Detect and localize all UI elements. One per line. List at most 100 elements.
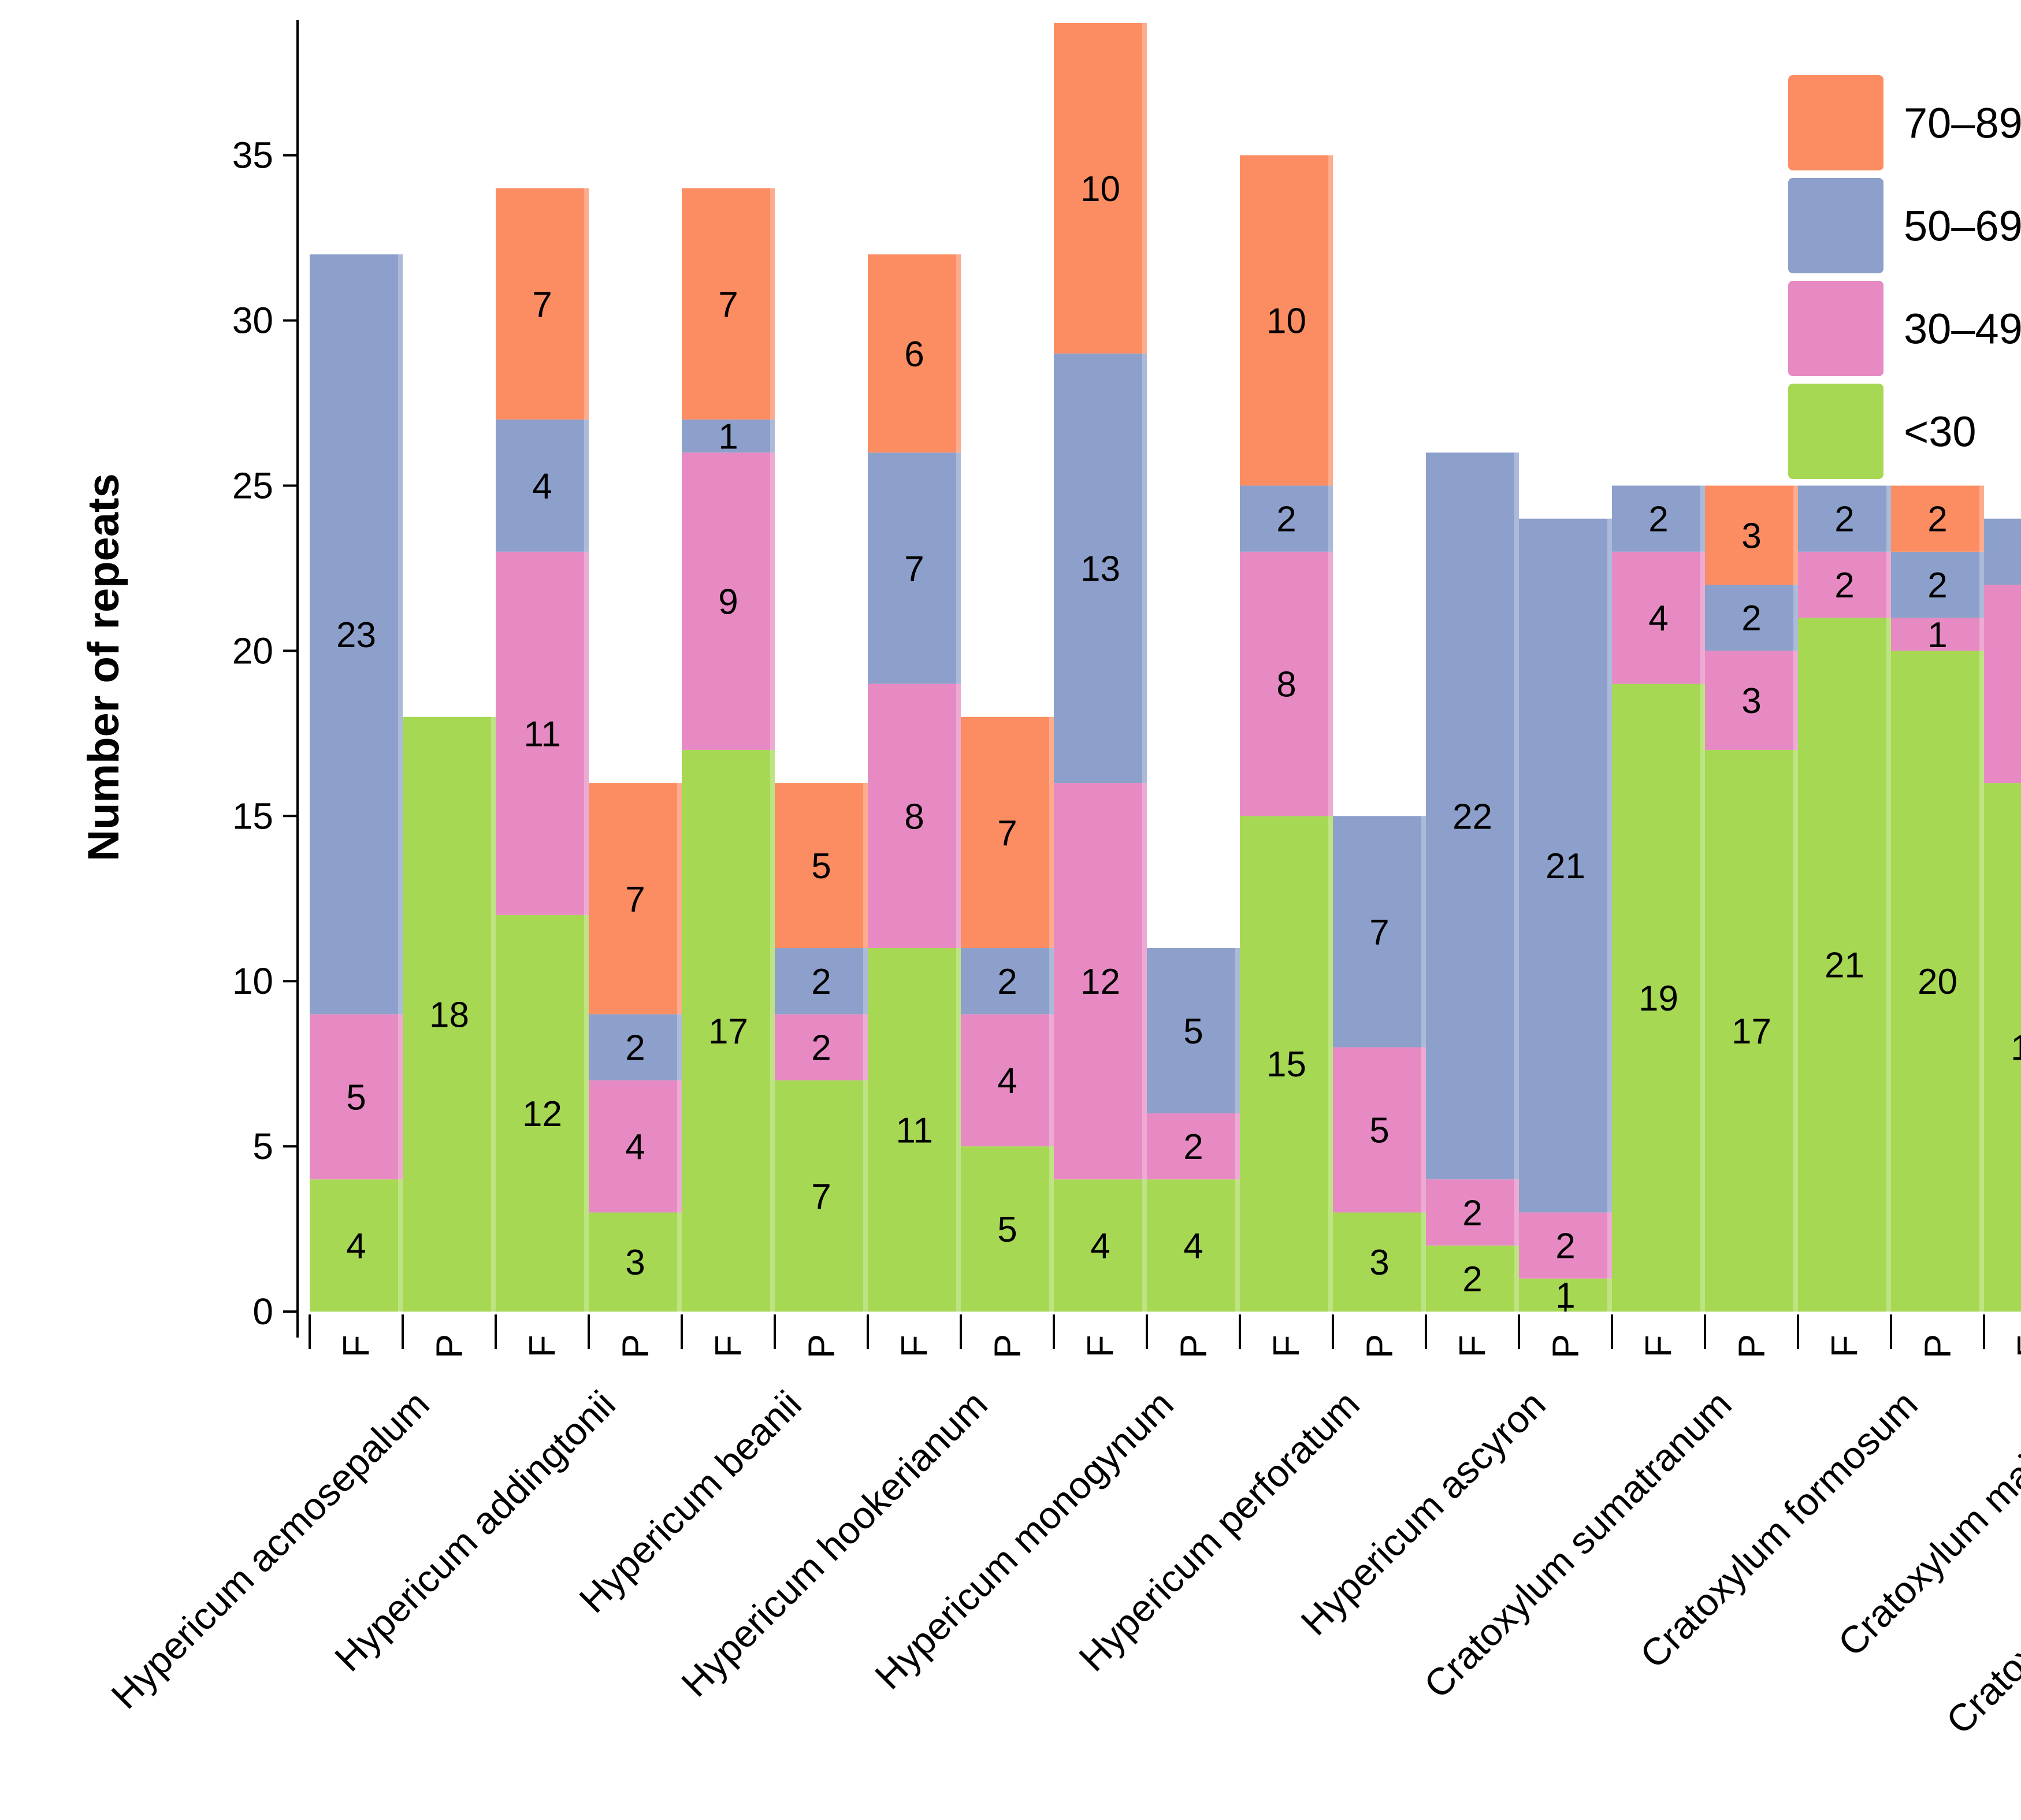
y-tick-label: 30	[232, 300, 273, 341]
legend-label: <30	[1904, 408, 1977, 456]
bar-segment-edge	[1328, 551, 1333, 816]
x-tick-label: P	[1731, 1334, 1773, 1359]
bar-segment-lt30	[1147, 1179, 1240, 1312]
bar-segment-30-49	[310, 1014, 403, 1180]
bar-segment-edge	[1793, 749, 1798, 1312]
bar-segment-edge	[1793, 651, 1798, 750]
value-label: 4	[532, 467, 552, 507]
bar-segment-edge	[1235, 1113, 1240, 1180]
x-tick-label: P	[1173, 1334, 1214, 1359]
value-label: 12	[522, 1094, 562, 1134]
bar-segment-lt30	[1891, 651, 1984, 1312]
value-label: 2	[1834, 566, 1854, 606]
species-label: Hypericum acmosepalum	[103, 1383, 437, 1717]
bar-segment-edge	[1793, 485, 1798, 585]
value-label: 10	[1266, 302, 1306, 341]
legend-label: 50–69	[1904, 202, 2021, 250]
bars-layer	[310, 23, 2021, 1312]
value-label: 7	[625, 879, 645, 919]
value-label: 2	[1462, 1260, 1482, 1299]
bar-segment-50-69	[1333, 816, 1426, 1048]
bar-segment-edge	[584, 188, 589, 420]
value-label: 8	[1276, 665, 1296, 705]
bar-segment-edge	[398, 1014, 403, 1180]
bar-segment-edge	[1235, 1179, 1240, 1312]
y-tick-label: 35	[232, 135, 273, 176]
y-tick-label: 10	[232, 960, 273, 1002]
x-tick-label: P	[801, 1334, 842, 1359]
value-label: 15	[1266, 1045, 1306, 1084]
bar-segment-edge	[677, 783, 682, 1015]
bar-segment-edge	[1049, 1014, 1054, 1147]
value-label: 11	[523, 714, 560, 754]
bar-segment-edge	[956, 254, 961, 453]
x-tick-label: P	[987, 1334, 1028, 1359]
value-label: 2	[1834, 500, 1854, 540]
bar-segment-edge	[1886, 485, 1891, 552]
value-label: 2	[997, 962, 1017, 1002]
value-label: 1	[1927, 615, 1947, 655]
value-label: 2	[811, 1028, 831, 1068]
bar-segment-edge	[1049, 1146, 1054, 1312]
bar-segment-edge	[1979, 551, 1984, 618]
legend: 70–89 50–69 30–49 <30	[1788, 75, 2021, 479]
legend-swatch	[1788, 75, 1883, 170]
bar-segment-edge	[1979, 651, 1984, 1312]
value-label: 5	[1369, 1111, 1389, 1151]
bar-segment-50-69	[1798, 485, 1891, 552]
bar-segment-lt30	[961, 1146, 1054, 1312]
x-tick-label: F	[522, 1335, 563, 1357]
y-tick-label: 0	[252, 1291, 273, 1332]
value-label: 13	[1080, 549, 1120, 589]
value-label: 4	[346, 1227, 366, 1266]
value-label: 3	[1741, 681, 1761, 721]
bar-segment-edge	[1607, 518, 1612, 1213]
y-tick-label: 20	[232, 630, 273, 671]
y-tick-label: 25	[232, 465, 273, 507]
x-tick-label: P	[1917, 1334, 1959, 1359]
value-label: 21	[1825, 946, 1864, 986]
value-label: 8	[904, 797, 924, 837]
value-label: 2	[625, 1028, 645, 1068]
bar-segment-edge	[1700, 485, 1705, 552]
species-label: Cratoxylum sumatranum	[1416, 1383, 1740, 1707]
bar-segment-edge	[1142, 353, 1147, 783]
value-label: 2	[1927, 500, 1947, 540]
bar-segment-70-89	[682, 188, 775, 420]
legend-swatch	[1788, 384, 1883, 479]
bar-segment-edge	[1607, 1212, 1612, 1279]
x-tick-label: F	[1638, 1335, 1680, 1357]
value-label: 3	[1741, 516, 1761, 556]
x-tick-label: P	[615, 1334, 656, 1359]
value-label: 2	[1555, 1227, 1575, 1266]
bar-segment-lt30	[1426, 1245, 1519, 1312]
bar-segment-70-89	[589, 783, 682, 1015]
bar-segment-lt30	[589, 1212, 682, 1312]
bar-segment-30-49	[1891, 618, 1984, 651]
bar-segment-lt30	[682, 749, 775, 1312]
bar-segment-70-89	[1891, 485, 1984, 552]
bar-segment-50-69	[496, 419, 589, 552]
bar-segment-lt30	[1798, 618, 1891, 1312]
value-label: 5	[346, 1078, 366, 1117]
bar-segment-70-89	[1054, 23, 1147, 354]
value-label: 5	[997, 1210, 1017, 1250]
bar-segment-30-49	[961, 1014, 1054, 1147]
value-label: 6	[904, 335, 924, 374]
value-label: 4	[1090, 1227, 1110, 1266]
bar-segment-edge	[584, 551, 589, 915]
value-label: 2	[1183, 1127, 1203, 1167]
value-label: 2	[1741, 599, 1761, 638]
bar-segment-70-89	[1705, 485, 1798, 585]
bar-segment-50-69	[1426, 452, 1519, 1180]
value-label: 5	[1183, 1012, 1203, 1052]
value-label: 10	[1080, 169, 1120, 209]
bar-segment-lt30	[1333, 1212, 1426, 1312]
bar-segment-lt30	[775, 1080, 868, 1312]
value-label: 17	[708, 1012, 748, 1052]
x-tick-label: F	[894, 1335, 935, 1357]
value-label: 5	[811, 846, 831, 886]
bar-segment-edge	[1514, 1245, 1519, 1312]
bar-segment-50-69	[1054, 353, 1147, 783]
bar-segment-50-69	[1891, 551, 1984, 618]
